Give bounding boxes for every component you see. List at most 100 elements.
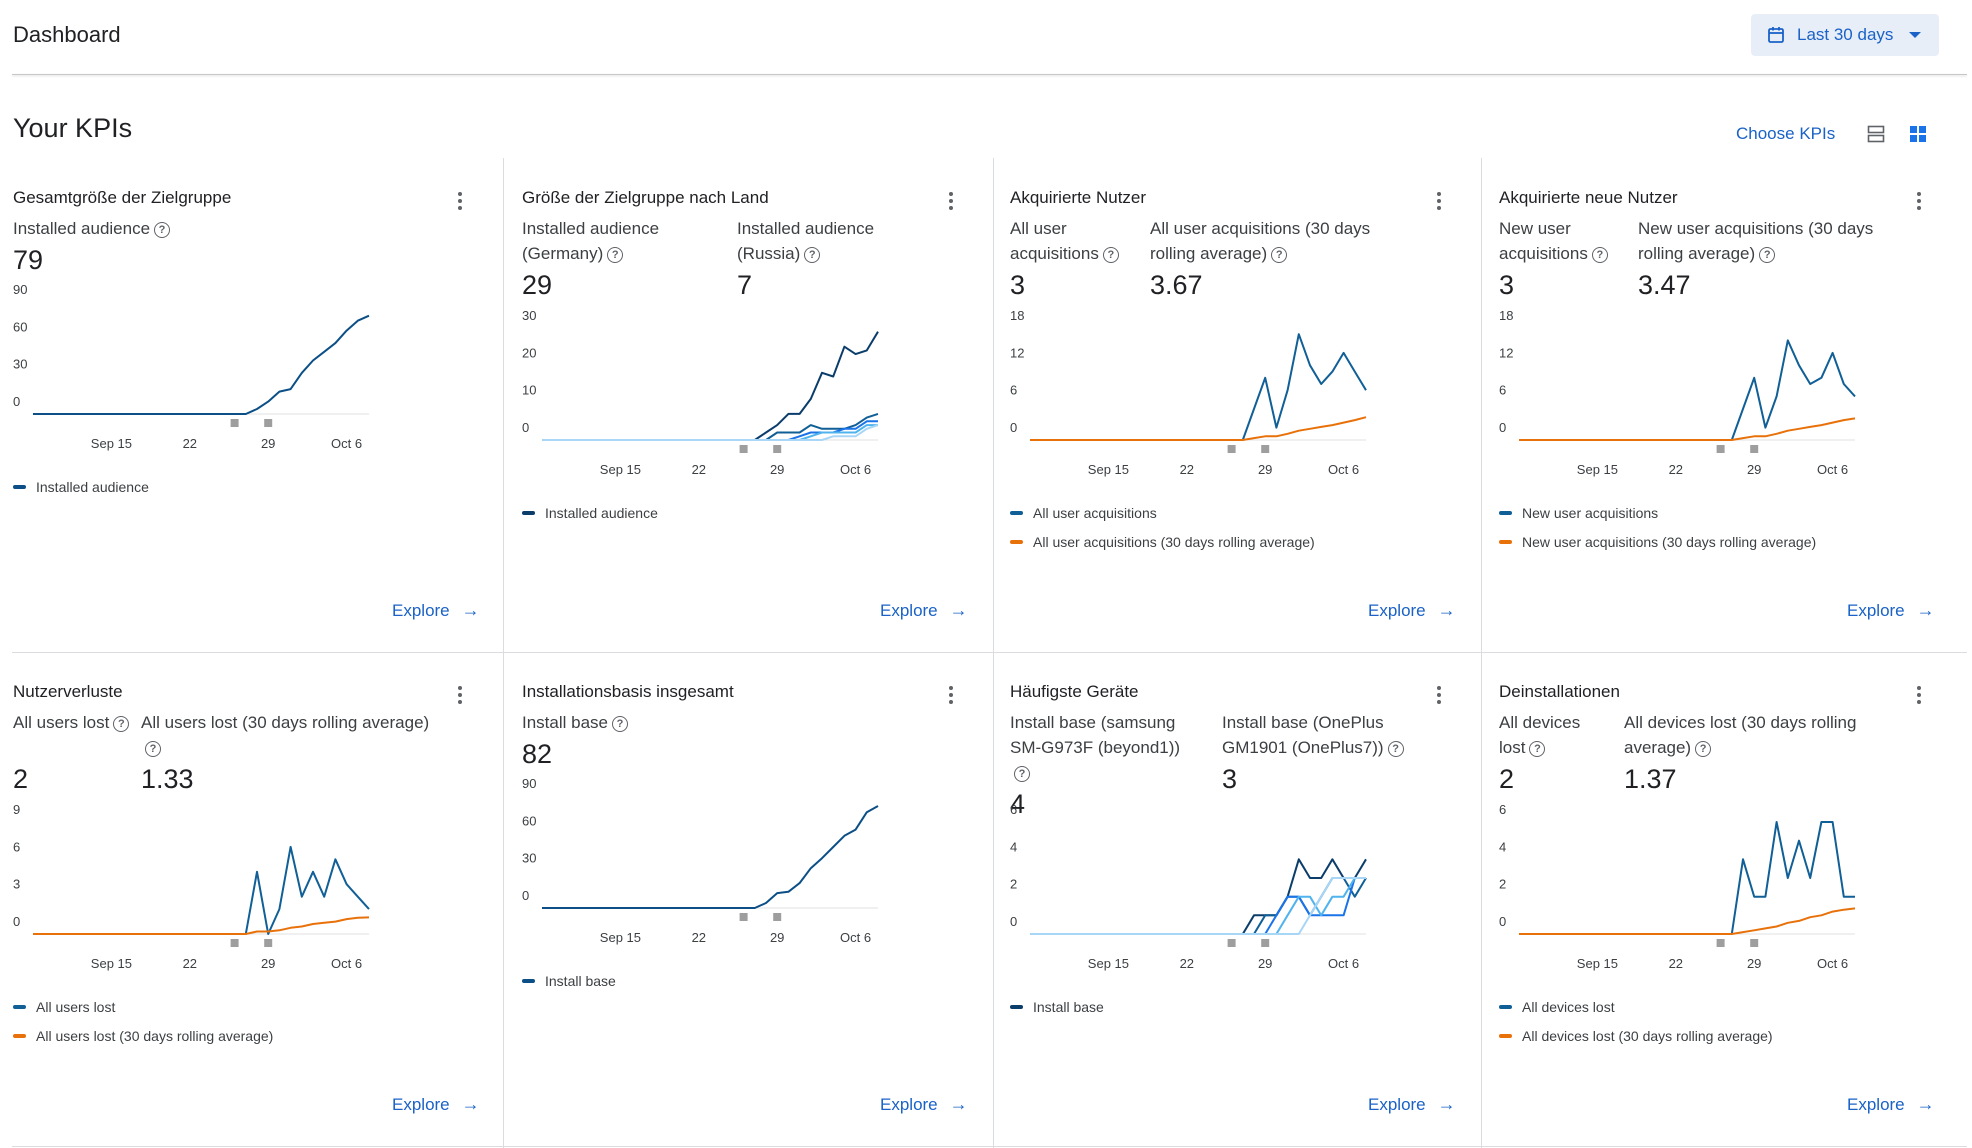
metric-label: New user acquisitions? <box>1499 216 1609 266</box>
explore-link[interactable]: Explore → <box>880 600 968 621</box>
y-tick-label: 18 <box>1010 308 1024 323</box>
y-tick-label: 6 <box>1010 383 1017 398</box>
grid-divider <box>12 1146 1967 1147</box>
help-icon[interactable]: ? <box>1387 741 1404 757</box>
list-view-icon[interactable] <box>1866 124 1886 144</box>
explore-link[interactable]: Explore → <box>392 600 480 621</box>
grid-view-icon[interactable] <box>1908 124 1928 144</box>
legend-swatch <box>1499 510 1512 515</box>
kpi-metric: Install base (samsung SM-G973F (beyond1)… <box>1010 710 1200 820</box>
choose-kpis-link[interactable]: Choose KPIs <box>1736 124 1836 143</box>
y-tick-label: 18 <box>1499 308 1513 323</box>
help-icon[interactable]: ? <box>1102 247 1119 263</box>
more-vert-icon[interactable] <box>457 192 463 210</box>
more-vert-icon[interactable] <box>1916 192 1922 210</box>
card-title: Größe der Zielgruppe nach Land <box>522 188 769 207</box>
legend-item: New user acquisitions <box>1499 498 1816 527</box>
legend-item: All devices lost (30 days rolling averag… <box>1499 1021 1773 1050</box>
legend-label: All devices lost (30 days rolling averag… <box>1522 1027 1773 1044</box>
x-tick-label: Sep 15 <box>1577 956 1618 971</box>
help-icon[interactable]: ? <box>1529 741 1546 757</box>
annotation-marker <box>230 419 239 427</box>
line-chart: 0 2 4 6 Sep 15 22 29 Oct 6 <box>1010 802 1367 971</box>
x-tick-label: 22 <box>183 436 197 451</box>
series-line <box>1519 907 1856 935</box>
date-range-button[interactable]: Last 30 days <box>1751 14 1939 56</box>
line-chart: 0 30 60 90 Sep 15 22 29 Oct 6 <box>522 776 879 945</box>
help-icon[interactable]: ? <box>113 716 130 732</box>
metric-label-text: All users lost <box>13 713 110 732</box>
legend-swatch <box>1499 1033 1512 1038</box>
legend-item: All user acquisitions <box>1010 498 1315 527</box>
metric-value: 79 <box>13 245 44 275</box>
help-icon[interactable]: ? <box>1759 247 1776 263</box>
more-vert-icon[interactable] <box>948 686 954 704</box>
kpi-card: Akquirierte neue Nutzer New user acquisit… <box>1499 158 1969 648</box>
grid-divider <box>993 158 994 1148</box>
help-icon[interactable]: ? <box>1695 741 1712 757</box>
help-icon[interactable]: ? <box>1591 247 1608 263</box>
legend-swatch <box>1499 1004 1512 1009</box>
x-tick-label: 22 <box>183 956 197 971</box>
line-chart: 0 10 20 30 Sep 15 22 29 Oct 6 <box>522 308 879 477</box>
more-vert-icon[interactable] <box>948 192 954 210</box>
line-chart: 0 30 60 90 Sep 15 22 29 Oct 6 <box>13 282 370 451</box>
legend-label: New user acquisitions (30 days rolling a… <box>1522 533 1817 550</box>
explore-link[interactable]: Explore → <box>392 1094 480 1115</box>
metric-label: Install base? <box>522 710 822 735</box>
legend-item: New user acquisitions (30 days rolling a… <box>1499 527 1816 556</box>
legend-label: Install base <box>1033 998 1104 1015</box>
help-icon[interactable]: ? <box>154 222 171 238</box>
line-chart: 0 6 12 18 Sep 15 22 29 Oct 6 <box>1499 308 1856 477</box>
annotation-marker <box>1227 939 1236 947</box>
series-line <box>542 805 879 909</box>
legend-swatch <box>522 510 535 515</box>
chevron-down-icon <box>1909 32 1921 38</box>
y-tick-label: 4 <box>1499 839 1506 854</box>
explore-label: Explore <box>880 1094 938 1114</box>
card-title: Installationsbasis insgesamt <box>522 682 734 701</box>
metric-label: All users lost (30 days rolling average)… <box>141 710 441 760</box>
y-tick-label: 0 <box>1010 420 1017 435</box>
more-vert-icon[interactable] <box>1436 192 1442 210</box>
chart-legend: New user acquisitions New user acquisitio… <box>1499 498 1816 556</box>
help-icon[interactable]: ? <box>1271 247 1288 263</box>
explore-link[interactable]: Explore → <box>1847 600 1935 621</box>
metric-label: Install base (samsung SM-G973F (beyond1)… <box>1010 710 1200 785</box>
annotation-marker <box>739 445 748 453</box>
explore-link[interactable]: Explore → <box>1847 1094 1935 1115</box>
annotation-marker <box>230 939 239 947</box>
legend-label: All user acquisitions (30 days rolling a… <box>1033 533 1315 550</box>
explore-link[interactable]: Explore → <box>1368 1094 1456 1115</box>
explore-label: Explore <box>1847 600 1905 620</box>
legend-label: New user acquisitions <box>1522 504 1659 521</box>
help-icon[interactable]: ? <box>804 247 821 263</box>
explore-label: Explore <box>1847 1094 1905 1114</box>
metric-label: Install base (OnePlus GM1901 (OnePlus7))… <box>1222 710 1422 760</box>
help-icon[interactable]: ? <box>607 247 624 263</box>
legend-swatch <box>1010 510 1023 515</box>
legend-label: Installed audience <box>36 478 149 495</box>
explore-link[interactable]: Explore → <box>1368 600 1456 621</box>
help-icon[interactable]: ? <box>612 716 628 732</box>
metric-label-text: All user acquisitions (30 days rolling a… <box>1150 219 1371 263</box>
metric-label-text: Install base (OnePlus GM1901 (OnePlus7)) <box>1222 713 1384 757</box>
more-vert-icon[interactable] <box>1916 686 1922 704</box>
y-tick-label: 0 <box>13 914 20 929</box>
metric-label-text: Installed audience <box>13 219 151 238</box>
help-icon[interactable]: ? <box>1014 766 1030 782</box>
explore-link[interactable]: Explore → <box>880 1094 968 1115</box>
series-line <box>1030 877 1366 935</box>
y-tick-label: 30 <box>522 851 536 866</box>
card-title: Gesamtgröße der Zielgruppe <box>13 188 232 207</box>
more-vert-icon[interactable] <box>457 686 463 704</box>
metric-label-text: All user acquisitions <box>1010 219 1099 263</box>
help-icon[interactable]: ? <box>145 741 161 757</box>
metric-value: 1.33 <box>141 764 194 794</box>
more-vert-icon[interactable] <box>1436 686 1442 704</box>
kpi-metric: Installed audience (Russia)? 7 <box>737 216 907 301</box>
chart-legend: All user acquisitions All user acquisitio… <box>1010 498 1315 556</box>
arrow-right-icon: → <box>949 1094 968 1114</box>
kpi-metric: New user acquisitions (30 days rolling a… <box>1638 216 1888 301</box>
kpi-card: Größe der Zielgruppe nach Land Installed … <box>522 158 992 648</box>
